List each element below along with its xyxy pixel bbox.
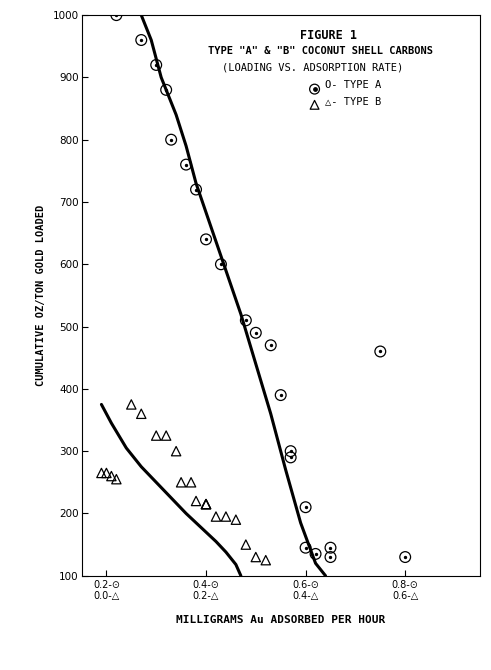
Point (401, 551, 409, 562)
Text: O- TYPE A: O- TYPE A (325, 80, 381, 90)
Point (112, 10, 120, 21)
Text: FIGURE 1: FIGURE 1 (300, 29, 357, 42)
Point (212, 511, 220, 522)
Point (252, 328, 260, 338)
Point (242, 539, 250, 550)
Point (202, 498, 210, 509)
Point (242, 315, 250, 326)
Point (127, 399, 135, 410)
Text: TYPE "A" & "B" COCONUT SHELL CARBONS: TYPE "A" & "B" COCONUT SHELL CARBONS (208, 46, 433, 56)
Point (287, 452, 295, 463)
Point (267, 340, 274, 350)
Y-axis label: CUMULATIVE OZ/TON GOLD LOADED: CUMULATIVE OZ/TON GOLD LOADED (36, 205, 46, 386)
Point (202, 234, 210, 245)
Point (192, 184, 200, 195)
Point (294, 632, 302, 643)
Point (137, 409, 145, 419)
Point (112, 474, 120, 484)
Point (267, 340, 274, 350)
Point (222, 511, 230, 522)
Point (252, 551, 260, 562)
Point (217, 259, 225, 269)
Point (152, 60, 160, 70)
Text: (LOADING VS. ADSORPTION RATE): (LOADING VS. ADSORPTION RATE) (222, 63, 403, 73)
Point (162, 430, 170, 441)
Point (177, 477, 185, 488)
Point (401, 551, 409, 562)
Point (377, 346, 384, 357)
Point (294, 632, 302, 643)
Point (294, 632, 302, 643)
X-axis label: MILLIGRAMS Au ADSORBED PER HOUR: MILLIGRAMS Au ADSORBED PER HOUR (176, 615, 385, 625)
Point (187, 477, 195, 488)
Point (327, 542, 334, 553)
Point (103, 468, 110, 478)
Point (137, 35, 145, 46)
Point (192, 496, 200, 507)
Point (277, 390, 285, 401)
Point (327, 551, 334, 562)
Point (301, 542, 309, 553)
Point (242, 315, 250, 326)
Point (182, 159, 190, 170)
Point (98, 468, 106, 478)
Point (152, 430, 160, 441)
Point (232, 515, 240, 525)
Point (202, 234, 210, 245)
Point (152, 60, 160, 70)
Point (108, 471, 115, 482)
Text: △- TYPE B: △- TYPE B (325, 96, 381, 106)
Point (192, 184, 200, 195)
Point (182, 159, 190, 170)
Point (112, 10, 120, 21)
Point (162, 84, 170, 95)
Point (301, 502, 309, 513)
Point (262, 555, 270, 565)
Point (301, 542, 309, 553)
Point (287, 452, 295, 463)
Point (252, 328, 260, 338)
Point (137, 35, 145, 46)
Point (202, 498, 210, 509)
Point (327, 551, 334, 562)
Point (287, 446, 295, 456)
Point (167, 134, 175, 145)
Point (301, 502, 309, 513)
Point (287, 446, 295, 456)
Point (312, 549, 320, 559)
Point (377, 346, 384, 357)
Point (312, 549, 320, 559)
Point (277, 390, 285, 401)
Point (162, 84, 170, 95)
Point (327, 542, 334, 553)
Point (202, 498, 210, 509)
Point (172, 446, 180, 456)
Point (217, 259, 225, 269)
Point (167, 134, 175, 145)
